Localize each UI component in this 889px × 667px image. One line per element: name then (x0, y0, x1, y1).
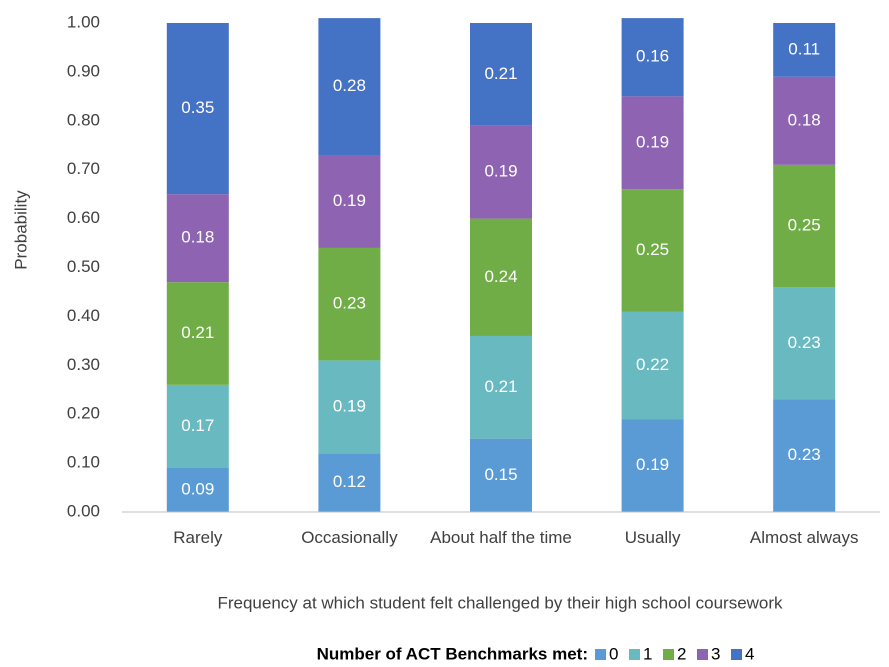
y-tick-label: 1.00 (67, 12, 100, 31)
bar-segment (773, 76, 836, 165)
y-tick-label: 0.00 (67, 501, 100, 520)
bar-segment (621, 189, 684, 312)
y-axis-title: Probability (11, 190, 30, 270)
y-tick-label: 0.40 (67, 306, 100, 325)
x-tick-label: Almost always (749, 528, 859, 547)
bar-segment (318, 155, 381, 248)
data-label: 0.09 (181, 479, 214, 498)
bar-segment (621, 419, 684, 512)
bar-segment (318, 360, 381, 454)
data-label: 0.28 (333, 76, 366, 95)
y-tick-label: 0.20 (67, 404, 100, 423)
data-label: 0.17 (181, 416, 214, 435)
data-label: 0.11 (788, 39, 820, 58)
bar-segment (470, 23, 532, 126)
data-label: 0.23 (788, 333, 821, 352)
bar-segment (166, 194, 229, 283)
bar-segment (773, 23, 836, 77)
data-label: 0.35 (181, 98, 214, 117)
data-label: 0.25 (636, 240, 669, 259)
legend-label: 4 (745, 644, 754, 663)
data-label: 0.19 (636, 132, 669, 151)
data-label: 0.12 (333, 472, 366, 491)
bar-segment (166, 23, 229, 195)
data-label: 0.19 (484, 162, 517, 181)
bar-segment (318, 247, 381, 361)
data-label: 0.21 (484, 377, 517, 396)
legend-label: 3 (711, 644, 720, 663)
y-tick-label: 0.10 (67, 453, 100, 472)
data-label: 0.21 (484, 64, 517, 83)
legend-swatch (595, 649, 606, 660)
y-tick-label: 0.80 (67, 110, 100, 129)
legend-label: 1 (643, 644, 652, 663)
bar-segment (621, 18, 684, 97)
data-label: 0.15 (484, 465, 517, 484)
bar-segment (166, 467, 229, 512)
y-tick-label: 0.50 (67, 257, 100, 276)
legend-title: Number of ACT Benchmarks met: (317, 644, 588, 663)
data-label: 0.16 (636, 47, 669, 66)
data-label: 0.23 (788, 445, 821, 464)
legend-swatch (731, 649, 742, 660)
x-axis-title: Frequency at which student felt challeng… (217, 593, 783, 612)
legend-swatch (663, 649, 674, 660)
legend-label: 2 (677, 644, 686, 663)
bar-segment (621, 311, 684, 420)
x-tick-label: Usually (624, 528, 681, 547)
bar-segment (166, 384, 229, 468)
bar-segment (773, 287, 836, 400)
legend-swatch (697, 649, 708, 660)
data-label: 0.18 (181, 228, 214, 247)
bar-segment (621, 96, 684, 190)
data-label: 0.21 (181, 323, 214, 342)
bar-segment (470, 218, 532, 336)
legend-label: 0 (609, 644, 618, 663)
bar-segment (166, 282, 229, 385)
bar-segment (470, 335, 532, 439)
x-tick-label: Occasionally (301, 528, 398, 547)
x-tick-label: Rarely (173, 528, 223, 547)
bar-segment (773, 164, 836, 288)
bar-segment (318, 18, 381, 156)
data-label: 0.23 (333, 294, 366, 313)
data-label: 0.22 (636, 355, 669, 374)
x-tick-label: About half the time (430, 528, 572, 547)
data-label: 0.24 (484, 267, 517, 286)
y-tick-label: 0.70 (67, 159, 100, 178)
bar-segment (773, 399, 836, 512)
bar-segment (470, 125, 532, 219)
bar-segment (318, 453, 381, 512)
data-label: 0.19 (333, 191, 366, 210)
legend-swatch (629, 649, 640, 660)
y-tick-label: 0.30 (67, 355, 100, 374)
y-tick-label: 0.90 (67, 61, 100, 80)
y-tick-label: 0.60 (67, 208, 100, 227)
bar-segment (470, 438, 532, 512)
data-label: 0.19 (636, 455, 669, 474)
data-label: 0.18 (788, 110, 821, 129)
data-label: 0.25 (788, 215, 821, 234)
data-label: 0.19 (333, 396, 366, 415)
